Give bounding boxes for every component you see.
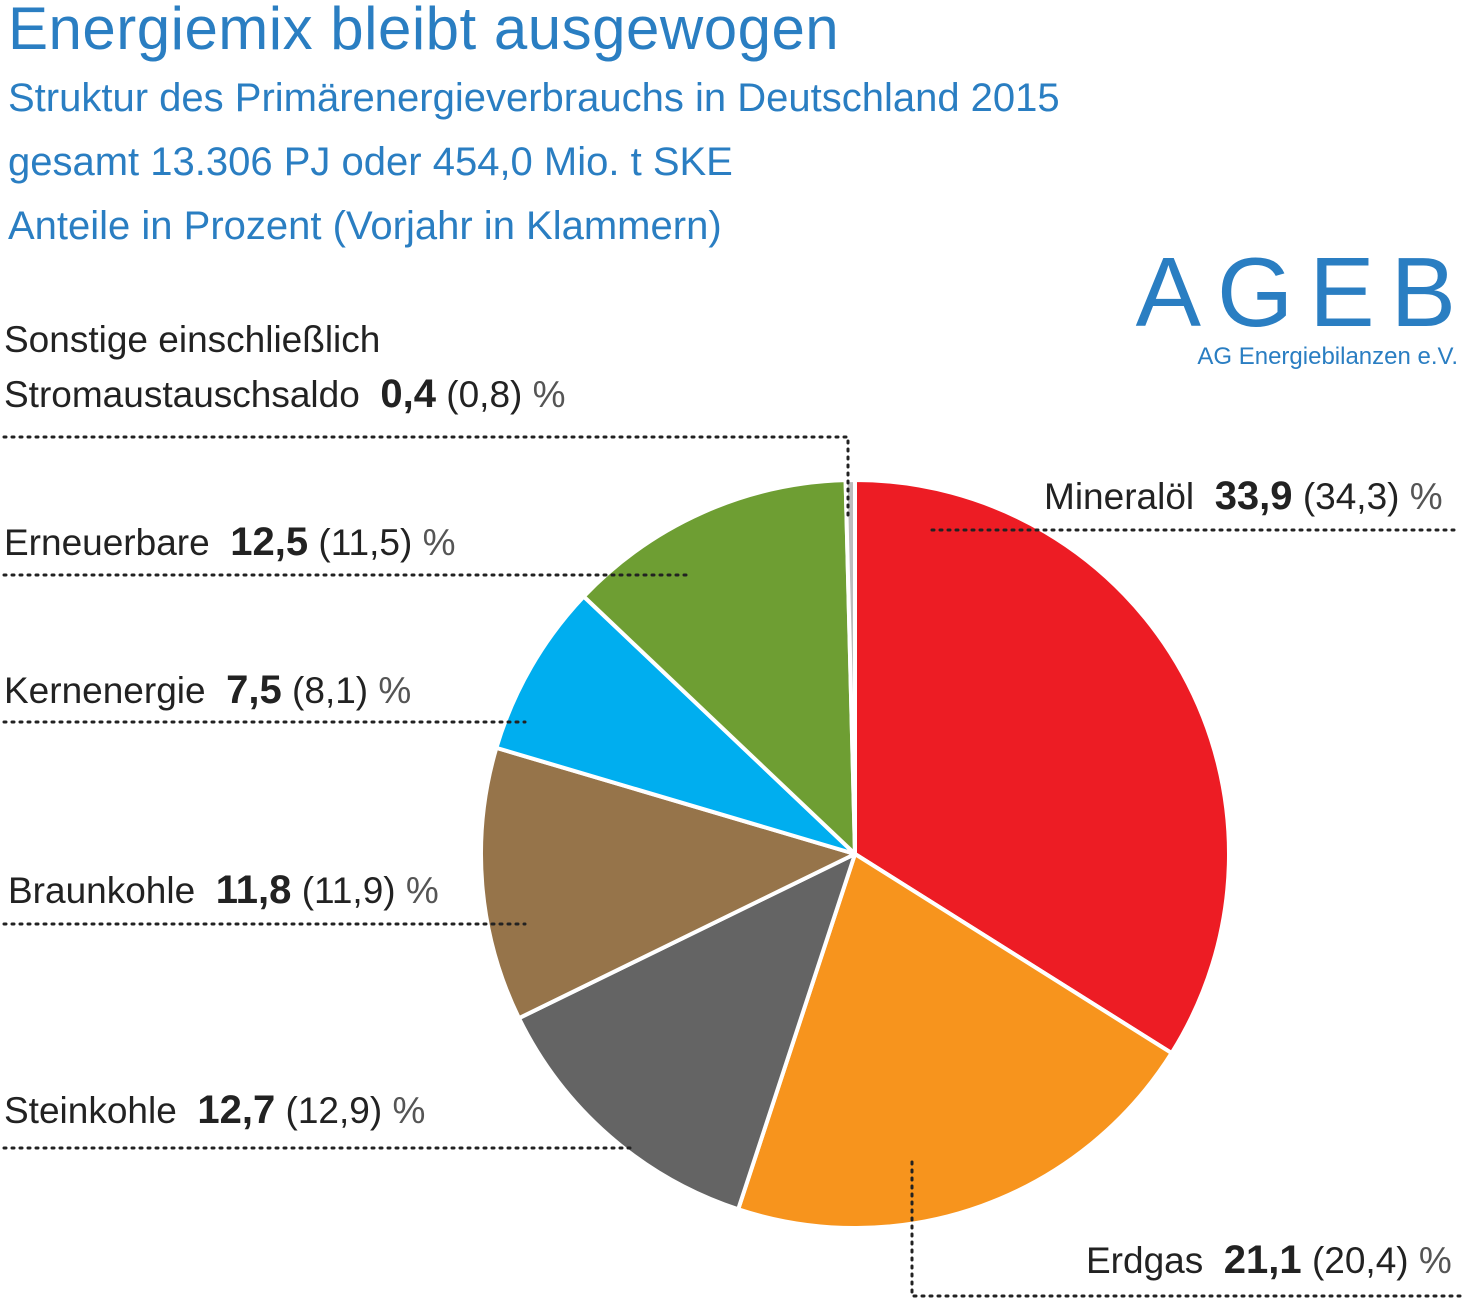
pie-slice-2 [516, 852, 857, 1212]
label-braunkohle: Braunkohle 11,8 (11,9) % [8, 868, 439, 913]
label-sonstige-value: 0,4 [380, 372, 436, 416]
label-kernenergie-name: Kernenergie [4, 670, 206, 711]
leader-lines [2, 435, 1462, 1298]
chart-title: Energiemix bleibt ausgewogen [8, 0, 840, 62]
label-braunkohle-prev: (11,9) [301, 870, 396, 911]
label-erneuerbare: Erneuerbare 12,5 (11,5) % [4, 520, 456, 565]
label-kernenergie-unit: % [378, 670, 412, 711]
label-steinkohle: Steinkohle 12,7 (12,9) % [4, 1088, 425, 1133]
label-braunkohle-unit: % [405, 870, 439, 911]
label-mineraloel-value: 33,9 [1214, 474, 1293, 518]
label-erneuerbare-unit: % [422, 522, 456, 563]
pie-slice-3 [479, 745, 857, 1021]
label-sonstige-name-2: Stromaustauschsaldo [4, 374, 360, 415]
logo-mark: AGEB [1135, 237, 1462, 347]
logo-name: AG Energiebilanzen e.V. [1197, 343, 1458, 370]
pie-slice-1 [736, 852, 1174, 1230]
label-kernenergie: Kernenergie 7,5 (8,1) % [4, 668, 411, 713]
label-erdgas-value: 21,1 [1223, 1238, 1302, 1282]
chart-subtitle-3: Anteile in Prozent (Vorjahr in Klammern) [8, 204, 722, 248]
label-mineraloel-prev: (34,3) [1302, 476, 1400, 517]
ageb-logo: AGEB AG Energiebilanzen e.V. [1136, 242, 1458, 370]
chart-subtitle-2: gesamt 13.306 PJ oder 454,0 Mio. t SKE [8, 140, 733, 184]
label-mineraloel: Mineralöl 33,9 (34,3) % [1044, 474, 1443, 519]
leader-line-6 [910, 1160, 1462, 1298]
pie-slices [479, 478, 1231, 1230]
leader-line-0 [2, 435, 850, 518]
label-erdgas-unit: % [1418, 1240, 1452, 1281]
label-braunkohle-value: 11,8 [215, 868, 292, 912]
pie-slice-0 [853, 478, 1231, 1056]
label-sonstige-name-1: Sonstige einschließlich [4, 319, 381, 360]
pie-slice-6 [843, 478, 857, 856]
label-erneuerbare-name: Erneuerbare [4, 522, 210, 563]
pie-slice-4 [494, 594, 857, 856]
label-mineraloel-name: Mineralöl [1044, 476, 1195, 517]
label-braunkohle-name: Braunkohle [8, 870, 196, 911]
label-erdgas-prev: (20,4) [1311, 1240, 1409, 1281]
label-sonstige: Sonstige einschließlich Stromaustauschsa… [4, 318, 566, 417]
label-erdgas-name: Erdgas [1086, 1240, 1204, 1281]
label-steinkohle-name: Steinkohle [4, 1090, 177, 1131]
label-steinkohle-value: 12,7 [197, 1088, 276, 1132]
label-erneuerbare-prev: (11,5) [318, 522, 413, 563]
label-erneuerbare-value: 12,5 [230, 520, 309, 564]
label-sonstige-prev: (0,8) [446, 374, 523, 415]
label-sonstige-unit: % [532, 374, 566, 415]
label-kernenergie-prev: (8,1) [292, 670, 369, 711]
label-erdgas: Erdgas 21,1 (20,4) % [1086, 1238, 1452, 1283]
chart-subtitle-1: Struktur des Primärenergieverbrauchs in … [8, 76, 1060, 120]
label-steinkohle-prev: (12,9) [285, 1090, 383, 1131]
label-steinkohle-unit: % [392, 1090, 426, 1131]
label-kernenergie-value: 7,5 [226, 668, 282, 712]
label-mineraloel-unit: % [1409, 476, 1443, 517]
